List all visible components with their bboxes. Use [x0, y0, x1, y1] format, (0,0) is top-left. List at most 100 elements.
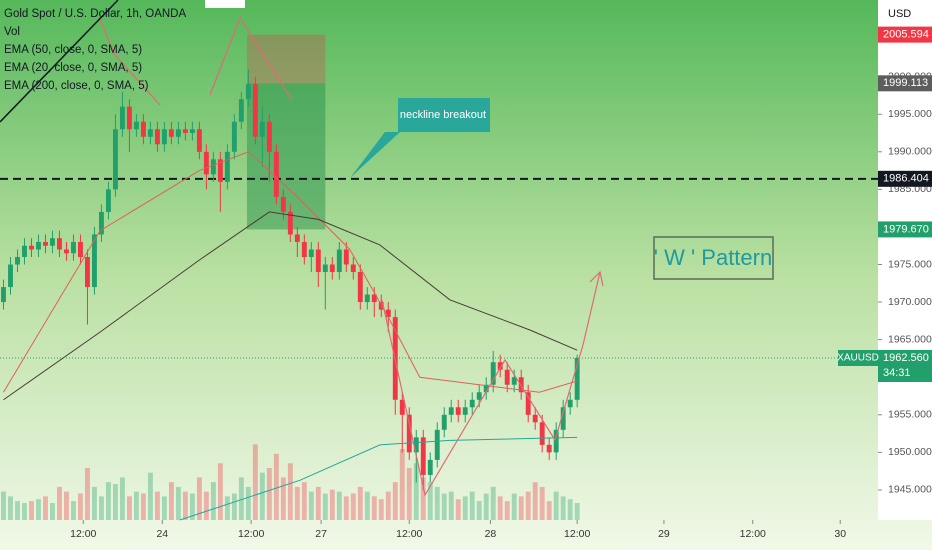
- candle-body: [175, 129, 181, 137]
- candle-body: [406, 414, 412, 453]
- candle-body: [85, 256, 90, 288]
- candle-body: [532, 414, 538, 423]
- candle-body: [455, 407, 461, 415]
- volume-bar: [483, 493, 489, 520]
- volume-bar: [238, 477, 244, 520]
- volume-bar: [175, 486, 181, 520]
- candle-body: [36, 241, 41, 250]
- volume-bar: [406, 468, 412, 520]
- volume-bar: [378, 499, 384, 520]
- candle-body: [217, 159, 223, 182]
- volume-bar: [231, 493, 237, 520]
- candle-body: [315, 249, 321, 273]
- volume-bar: [119, 477, 125, 520]
- volume-bar: [490, 486, 496, 520]
- candle-body: [385, 309, 391, 318]
- candle-body: [322, 264, 328, 273]
- price-label-box: [878, 26, 932, 43]
- price-label-box: [878, 75, 932, 92]
- volume-bar: [36, 499, 41, 520]
- trend-line: [0, 0, 119, 123]
- drawn-arrow: [99, 19, 161, 106]
- volume-bar: [43, 496, 48, 520]
- x-tick-label: 30: [834, 528, 846, 540]
- candle-body: [210, 159, 216, 175]
- y-tick-label: 1965.000: [888, 333, 932, 345]
- candle-body: [546, 444, 552, 453]
- volume-bar: [245, 486, 251, 520]
- candle-body: [64, 249, 69, 254]
- candle-body: [329, 264, 335, 273]
- countdown: 34:31: [883, 367, 911, 379]
- x-tick-label: 28: [485, 528, 497, 540]
- volume-bar: [50, 502, 55, 520]
- candle-body: [427, 459, 433, 475]
- indicator-label: Vol: [4, 26, 20, 38]
- y-tick-label: 1955.000: [888, 409, 932, 421]
- volume-bar: [427, 482, 433, 520]
- x-tick-label: 12:00: [564, 528, 590, 540]
- candle-body: [182, 129, 188, 134]
- volume-bar: [518, 496, 524, 520]
- x-tick-label: 12:00: [70, 528, 96, 540]
- volume-bar: [147, 472, 153, 520]
- volume-bar: [574, 502, 580, 520]
- volume-bar: [546, 501, 552, 520]
- price-label-box: [878, 170, 932, 187]
- drawings: neckline breakout ' W ' Pattern: [0, 0, 774, 497]
- volume-bar: [343, 496, 349, 520]
- volume-bar: [364, 491, 370, 520]
- candle-body: [476, 392, 482, 400]
- candle-body: [147, 129, 153, 137]
- volume-bar: [8, 496, 13, 520]
- ema-line: [179, 436, 578, 521]
- candle-body: [57, 238, 62, 250]
- candle-body: [196, 129, 202, 152]
- volume-bar: [385, 491, 391, 520]
- candle-body: [126, 106, 132, 130]
- price-label: 2005.594: [883, 29, 929, 41]
- volume-bar: [371, 496, 377, 520]
- candle-body: [574, 357, 580, 400]
- volume-bar: [280, 477, 286, 520]
- volume-bar: [441, 493, 447, 520]
- volume-bar: [455, 499, 461, 520]
- volume-bar: [252, 444, 258, 520]
- pattern-box: [653, 236, 774, 280]
- y-tick-label: 1990.000: [888, 146, 932, 158]
- volume-bar: [315, 486, 321, 520]
- candle-body: [252, 84, 258, 137]
- candle-body: [504, 369, 510, 385]
- volume-bar: [154, 491, 160, 520]
- volume-bar: [126, 496, 132, 520]
- symbol-box: [838, 349, 878, 366]
- price-label: 1999.113: [883, 77, 928, 89]
- volume-bar: [448, 491, 454, 520]
- ema-line: [3, 151, 578, 393]
- pattern-label: ' W ' Pattern: [654, 245, 772, 270]
- candle-body: [539, 422, 545, 445]
- volume-bar: [203, 491, 209, 520]
- candle-body: [469, 399, 475, 408]
- symbol-label: XAUUSD: [837, 353, 879, 364]
- candle-body: [224, 151, 230, 182]
- candle-body: [133, 121, 139, 130]
- candle-body: [91, 234, 97, 288]
- candle-body: [231, 121, 237, 152]
- volume-bar: [71, 501, 76, 520]
- candle-body: [343, 249, 349, 265]
- price-label: 1986.404: [883, 173, 929, 185]
- volume-bar: [91, 486, 97, 520]
- candle-body: [420, 437, 426, 475]
- volume-bar: [64, 491, 69, 520]
- w-pattern-path: [381, 271, 601, 497]
- price-label: 1962.560: [883, 352, 929, 364]
- candle-body: [154, 129, 160, 145]
- volume-bar: [105, 482, 111, 520]
- currency-label: USD: [888, 8, 911, 20]
- candle-body: [490, 362, 496, 385]
- x-tick-label: 27: [315, 528, 327, 540]
- candle-body: [189, 129, 195, 134]
